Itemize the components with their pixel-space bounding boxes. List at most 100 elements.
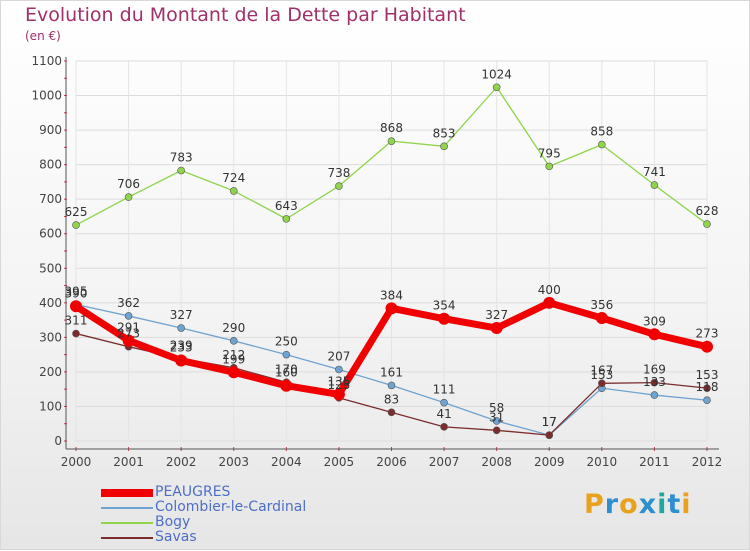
data-label-colombier-le-cardinal: 327 — [170, 308, 193, 322]
data-label-colombier-le-cardinal: 153 — [590, 368, 613, 382]
data-point-savas — [387, 408, 396, 417]
data-label-peaugres: 135 — [327, 374, 350, 388]
data-label-savas: 239 — [170, 338, 193, 352]
legend-label: PEAUGRES — [155, 484, 231, 500]
data-point-bogy — [650, 181, 659, 189]
chart-title: Evolution du Montant de la Dette par Hab… — [25, 4, 466, 26]
x-axis-ticks: 2000 2001 2002 2003 2004 2005 2006 2007 2008 2009… — [61, 455, 723, 469]
logo-letter: i — [657, 489, 668, 520]
data-point-bogy — [282, 215, 291, 223]
logo-letter: o — [619, 489, 639, 520]
data-label-savas: 41 — [436, 407, 451, 421]
data-label-bogy: 724 — [222, 171, 245, 185]
logo-letter: P — [584, 489, 605, 520]
legend-item: PEAUGRES — [101, 485, 306, 500]
legend-swatch — [101, 506, 153, 509]
series-layer — [70, 83, 713, 439]
data-label-peaugres: 356 — [590, 298, 613, 312]
data-point-savas — [598, 379, 606, 388]
legend-label: Bogy — [155, 514, 191, 530]
x-tick-label: 2001 — [113, 455, 144, 469]
data-point-bogy — [703, 220, 711, 228]
y-tick-label: 700 — [39, 192, 62, 206]
data-point-bogy — [492, 83, 501, 92]
y-tick-label: 1000 — [31, 89, 62, 103]
data-label-savas: 17 — [542, 415, 557, 429]
x-tick-label: 2009 — [534, 455, 565, 469]
data-point-bogy — [387, 137, 396, 145]
data-label-peaugres: 400 — [538, 283, 561, 297]
data-point-colombier-le-cardinal — [229, 337, 238, 345]
data-label-bogy: 795 — [538, 146, 561, 160]
data-label-colombier-le-cardinal: 58 — [489, 401, 504, 415]
data-point-peaugres — [648, 328, 661, 341]
data-point-bogy — [545, 162, 554, 171]
data-point-peaugres — [332, 388, 345, 401]
legend-item: Colombier-le-Cardinal — [101, 500, 306, 515]
data-label-bogy: 1024 — [481, 67, 512, 81]
data-point-savas — [545, 431, 554, 439]
x-tick-label: 2010 — [587, 455, 618, 469]
data-label-bogy: 643 — [275, 199, 298, 213]
logo-letter: t — [667, 489, 682, 520]
data-label-bogy: 738 — [327, 166, 350, 180]
data-point-colombier-le-cardinal — [703, 396, 711, 405]
legend-swatch — [101, 488, 153, 497]
data-point-bogy — [598, 140, 606, 149]
data-point-savas — [440, 423, 448, 431]
legend-item: Savas — [101, 530, 306, 545]
data-label-savas: 83 — [384, 392, 399, 406]
data-point-colombier-le-cardinal — [282, 350, 291, 359]
data-label-peaugres: 354 — [433, 299, 456, 313]
data-label-colombier-le-cardinal: 133 — [643, 375, 666, 389]
y-tick-label: 1100 — [31, 54, 62, 68]
y-tick-label: 600 — [39, 227, 62, 241]
logo-letter: r — [604, 489, 620, 520]
data-point-peaugres — [227, 366, 240, 379]
data-label-colombier-le-cardinal: 17 — [542, 415, 557, 429]
data-label-peaugres: 160 — [275, 366, 298, 380]
x-tick-label: 2011 — [639, 455, 670, 469]
grid — [75, 60, 708, 442]
data-label-colombier-le-cardinal: 118 — [696, 380, 719, 394]
chart-subtitle: (en €) — [25, 29, 61, 43]
data-label-savas: 212 — [222, 348, 245, 362]
data-label-bogy: 741 — [643, 165, 666, 179]
data-point-savas — [492, 426, 501, 435]
data-label-colombier-le-cardinal: 161 — [380, 365, 403, 379]
x-tick-label: 2012 — [692, 455, 723, 469]
data-point-peaugres — [595, 312, 608, 325]
data-point-peaugres — [280, 379, 293, 392]
data-label-peaugres: 309 — [643, 314, 666, 328]
data-label-colombier-le-cardinal: 290 — [222, 321, 245, 335]
data-label-peaugres: 291 — [117, 320, 140, 334]
data-point-colombier-le-cardinal — [124, 312, 133, 320]
data-label-colombier-le-cardinal: 111 — [433, 383, 456, 397]
y-tick-label: 400 — [39, 296, 62, 310]
data-label-peaugres: 384 — [380, 288, 403, 302]
data-point-peaugres — [701, 340, 713, 353]
data-label-savas: 167 — [590, 363, 613, 377]
y-tick-label: 500 — [39, 261, 62, 275]
x-tick-label: 2005 — [324, 455, 355, 469]
y-tick-label: 100 — [39, 399, 62, 413]
data-label-bogy: 783 — [170, 151, 193, 165]
data-label-savas: 169 — [643, 363, 666, 377]
data-point-bogy — [229, 187, 238, 195]
x-tick-label: 2002 — [166, 455, 197, 469]
data-point-colombier-le-cardinal — [177, 324, 185, 332]
data-label-savas: 125 — [327, 378, 350, 392]
data-label-savas: 273 — [117, 327, 140, 341]
legend: PEAUGRES Colombier-le-Cardinal Bogy Savas — [101, 485, 306, 545]
data-point-peaugres — [490, 322, 503, 335]
x-tick-label: 2006 — [376, 455, 407, 469]
data-label-savas: 311 — [65, 314, 88, 328]
data-label-savas: 31 — [489, 410, 504, 424]
data-point-colombier-le-cardinal — [335, 365, 343, 374]
data-label-bogy: 858 — [590, 125, 613, 139]
data-point-peaugres — [543, 296, 556, 309]
x-tick-label: 2003 — [218, 455, 249, 469]
data-label-peaugres: 327 — [485, 308, 508, 322]
data-point-savas — [703, 384, 711, 392]
data-label-peaugres: 199 — [222, 352, 245, 366]
